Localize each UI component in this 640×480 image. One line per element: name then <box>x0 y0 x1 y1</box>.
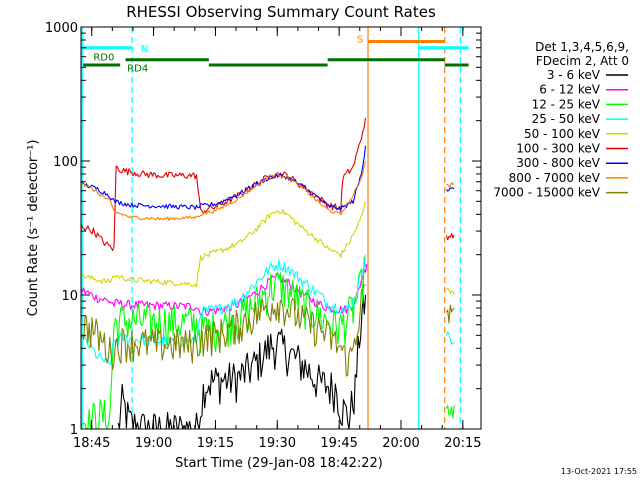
series-line-9 <box>445 405 455 419</box>
series-line-5 <box>81 117 367 252</box>
plot-area: N RD0 RD4 S 1 10 100 1000 18:45 19:00 19:15 19:30 19… <box>45 21 482 451</box>
series-line-1 <box>81 264 368 317</box>
flag-label-6: S <box>357 35 363 46</box>
series-line-13 <box>445 187 455 192</box>
series-line-4 <box>81 201 367 288</box>
y-tick-label-0: 1 <box>70 423 78 438</box>
series-line-7 <box>81 160 367 221</box>
series-line-6 <box>81 145 367 211</box>
x-tick-label-2: 19:15 <box>197 436 234 451</box>
legend: Det 1,3,4,5,6,9, FDecim 2, Att 0 3 - 6 k… <box>493 40 629 200</box>
footer-timestamp: 13-Oct-2021 17:55 <box>561 467 637 476</box>
data-layer <box>81 117 455 429</box>
legend-label-3: 25 - 50 keV <box>532 112 601 126</box>
flag-label-1: RD0 <box>93 53 114 64</box>
legend-label-6: 300 - 800 keV <box>516 156 600 170</box>
y-tick-label-2: 100 <box>53 155 78 170</box>
series-line-8 <box>81 283 366 377</box>
x-axis-label: Start Time (29-Jan-08 18:42:22) <box>175 456 383 471</box>
flag-label-2: RD4 <box>127 63 148 74</box>
x-tick-label-0: 18:45 <box>73 436 110 451</box>
x-tick-label-1: 19:00 <box>135 436 172 451</box>
legend-label-8: 7000 - 15000 keV <box>493 186 600 200</box>
series-line-14 <box>446 182 455 187</box>
y-tick-label-1: 10 <box>61 289 78 304</box>
plot-frame <box>80 26 482 430</box>
series-line-15 <box>445 304 455 324</box>
series-line-11 <box>445 287 455 296</box>
x-tick-label-5: 20:00 <box>382 436 419 451</box>
legend-label-1: 6 - 12 keV <box>539 83 601 97</box>
flag-label-0: N <box>141 44 148 55</box>
series-line-0 <box>117 293 367 429</box>
legend-label-0: 3 - 6 keV <box>547 68 601 82</box>
x-tick-label-3: 19:30 <box>259 436 296 451</box>
y-axis-label: Count Rate (s⁻¹ detector⁻¹) <box>26 140 41 317</box>
x-tick-label-6: 20:15 <box>444 436 481 451</box>
series-line-12 <box>445 233 455 241</box>
legend-label-7: 800 - 7000 keV <box>509 171 601 185</box>
legend-label-5: 100 - 300 keV <box>516 142 600 156</box>
x-tick-label-4: 19:45 <box>320 436 357 451</box>
legend-header-1: Det 1,3,4,5,6,9, <box>535 40 629 54</box>
series-line-10 <box>445 331 455 345</box>
chart-title: RHESSI Observing Summary Count Rates <box>126 3 436 21</box>
series-line-3 <box>81 254 367 366</box>
y-tick-label-3: 1000 <box>45 21 78 36</box>
legend-header-2: FDecim 2, Att 0 <box>536 54 629 68</box>
series-line-2 <box>81 256 367 429</box>
legend-label-4: 50 - 100 keV <box>524 127 601 141</box>
legend-label-2: 12 - 25 keV <box>532 97 601 111</box>
